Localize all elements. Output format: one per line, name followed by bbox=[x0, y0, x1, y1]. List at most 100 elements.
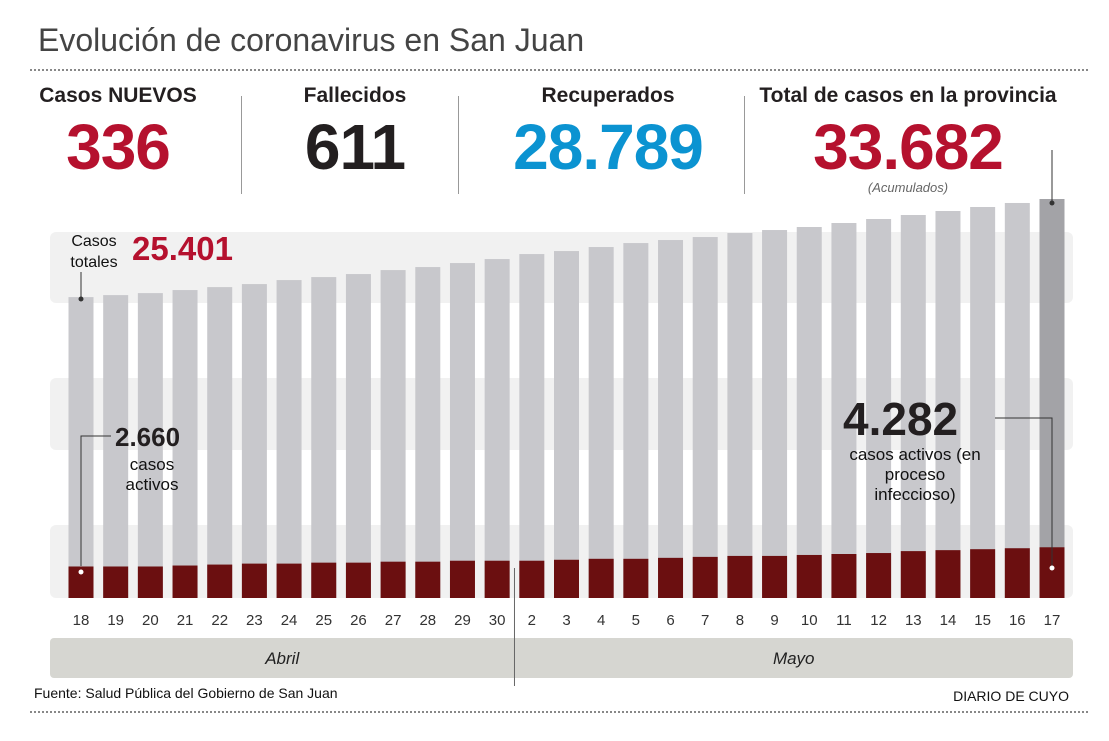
x-tick-label: 10 bbox=[801, 612, 818, 629]
x-tick-label: 18 bbox=[73, 612, 90, 629]
bar bbox=[484, 259, 510, 598]
x-tick-label: 13 bbox=[905, 612, 922, 629]
value-label: 2.660 bbox=[115, 422, 181, 452]
x-tick-label: 20 bbox=[142, 612, 159, 629]
x-tick-label: 8 bbox=[736, 612, 744, 629]
bar bbox=[207, 564, 233, 598]
separator bbox=[458, 96, 459, 194]
marker bbox=[78, 569, 84, 575]
bar bbox=[103, 566, 129, 598]
bar bbox=[658, 240, 684, 598]
bar bbox=[1004, 202, 1030, 598]
stat-label: Fallecidos bbox=[303, 84, 407, 107]
x-tick-label: 25 bbox=[315, 612, 332, 629]
x-tick-label: 21 bbox=[177, 612, 194, 629]
bar bbox=[935, 211, 961, 598]
marker bbox=[1049, 565, 1055, 571]
bar bbox=[137, 293, 163, 598]
bar bbox=[900, 551, 926, 598]
bar bbox=[831, 223, 857, 598]
bar bbox=[276, 563, 302, 598]
x-tick-label: 24 bbox=[281, 612, 298, 629]
bar bbox=[345, 562, 371, 598]
x-tick-label: 14 bbox=[940, 612, 957, 629]
month-bar bbox=[50, 638, 1073, 678]
x-tick-label: 12 bbox=[870, 612, 887, 629]
annotation: casos activos (en proceso infeccioso) bbox=[849, 445, 981, 504]
month-label: Mayo bbox=[773, 649, 815, 668]
series-name: Casos totales bbox=[70, 233, 118, 271]
bar bbox=[762, 230, 788, 598]
bar bbox=[796, 554, 822, 598]
bar bbox=[103, 295, 129, 598]
value-label: 25.401 bbox=[132, 230, 233, 267]
bar bbox=[623, 243, 649, 598]
month-label: Abril bbox=[264, 649, 300, 668]
x-tick-label: 6 bbox=[666, 612, 674, 629]
series-name: casos activos bbox=[125, 455, 179, 494]
marker bbox=[1049, 200, 1055, 206]
x-tick-label: 3 bbox=[562, 612, 570, 629]
connector bbox=[80, 435, 111, 566]
credit: DIARIO DE CUYO bbox=[953, 688, 1069, 704]
stat-value: 611 bbox=[304, 111, 406, 183]
bar bbox=[311, 562, 337, 598]
bar bbox=[970, 206, 996, 599]
bar bbox=[935, 550, 961, 598]
x-tick-label: 23 bbox=[246, 612, 263, 629]
bar bbox=[692, 237, 718, 599]
bar bbox=[866, 219, 892, 598]
bar bbox=[276, 280, 302, 598]
x-tick-label: 5 bbox=[632, 612, 640, 629]
divider bbox=[30, 711, 1088, 713]
stat-value: 336 bbox=[66, 111, 171, 183]
bar bbox=[796, 227, 822, 599]
x-tick-label: 26 bbox=[350, 612, 367, 629]
bar bbox=[172, 290, 198, 598]
bar bbox=[415, 267, 441, 598]
bar bbox=[588, 247, 614, 598]
bar bbox=[1004, 548, 1030, 598]
bar bbox=[415, 561, 441, 598]
bar bbox=[380, 270, 406, 598]
separator bbox=[744, 96, 745, 194]
bar bbox=[588, 558, 614, 598]
bar bbox=[762, 555, 788, 598]
x-tick-label: 2 bbox=[528, 612, 536, 629]
bar bbox=[831, 554, 857, 598]
x-tick-label: 15 bbox=[974, 612, 991, 629]
marker bbox=[78, 296, 84, 302]
stat-label: Total de casos en la provincia bbox=[759, 84, 1057, 107]
bar bbox=[692, 556, 718, 598]
bar bbox=[241, 284, 267, 598]
title: Evolución de coronavirus en San Juan bbox=[38, 22, 585, 58]
bar bbox=[311, 277, 337, 598]
x-tick-label: 22 bbox=[211, 612, 228, 629]
x-tick-label: 9 bbox=[770, 612, 778, 629]
bar bbox=[727, 233, 753, 598]
bar bbox=[137, 566, 163, 598]
bar bbox=[449, 560, 475, 598]
bar bbox=[241, 563, 267, 598]
x-tick-label: 4 bbox=[597, 612, 605, 629]
bar bbox=[380, 561, 406, 598]
bar bbox=[658, 557, 684, 598]
bar bbox=[727, 555, 753, 598]
bar bbox=[519, 254, 545, 599]
source: Fuente: Salud Pública del Gobierno de Sa… bbox=[34, 685, 338, 701]
divider bbox=[30, 69, 1088, 71]
bar bbox=[484, 560, 510, 598]
bar bbox=[866, 553, 892, 598]
connector bbox=[995, 417, 1053, 566]
stat-value: 28.789 bbox=[513, 111, 704, 183]
bar bbox=[172, 565, 198, 598]
bar bbox=[900, 215, 926, 598]
bar bbox=[449, 263, 475, 598]
bar bbox=[554, 251, 579, 599]
separator bbox=[241, 96, 242, 194]
bar bbox=[623, 558, 649, 598]
bar bbox=[970, 549, 996, 598]
stat-value: 33.682 bbox=[813, 111, 1004, 183]
